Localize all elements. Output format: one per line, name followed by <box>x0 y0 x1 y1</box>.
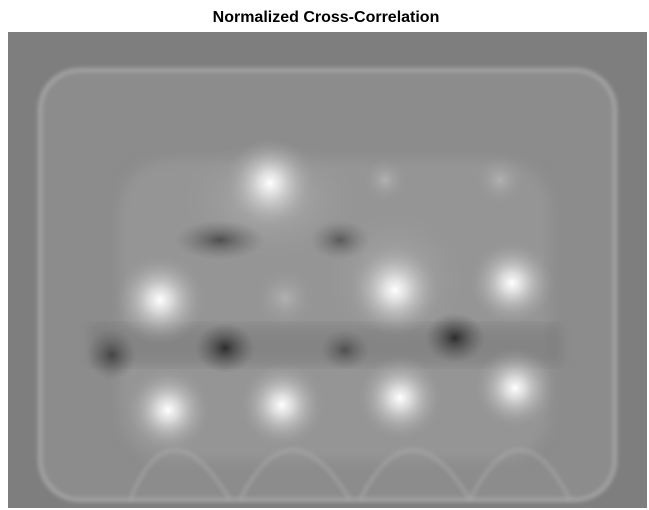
title: Normalized Cross-Correlation <box>213 9 440 26</box>
correlation-image <box>8 32 647 508</box>
